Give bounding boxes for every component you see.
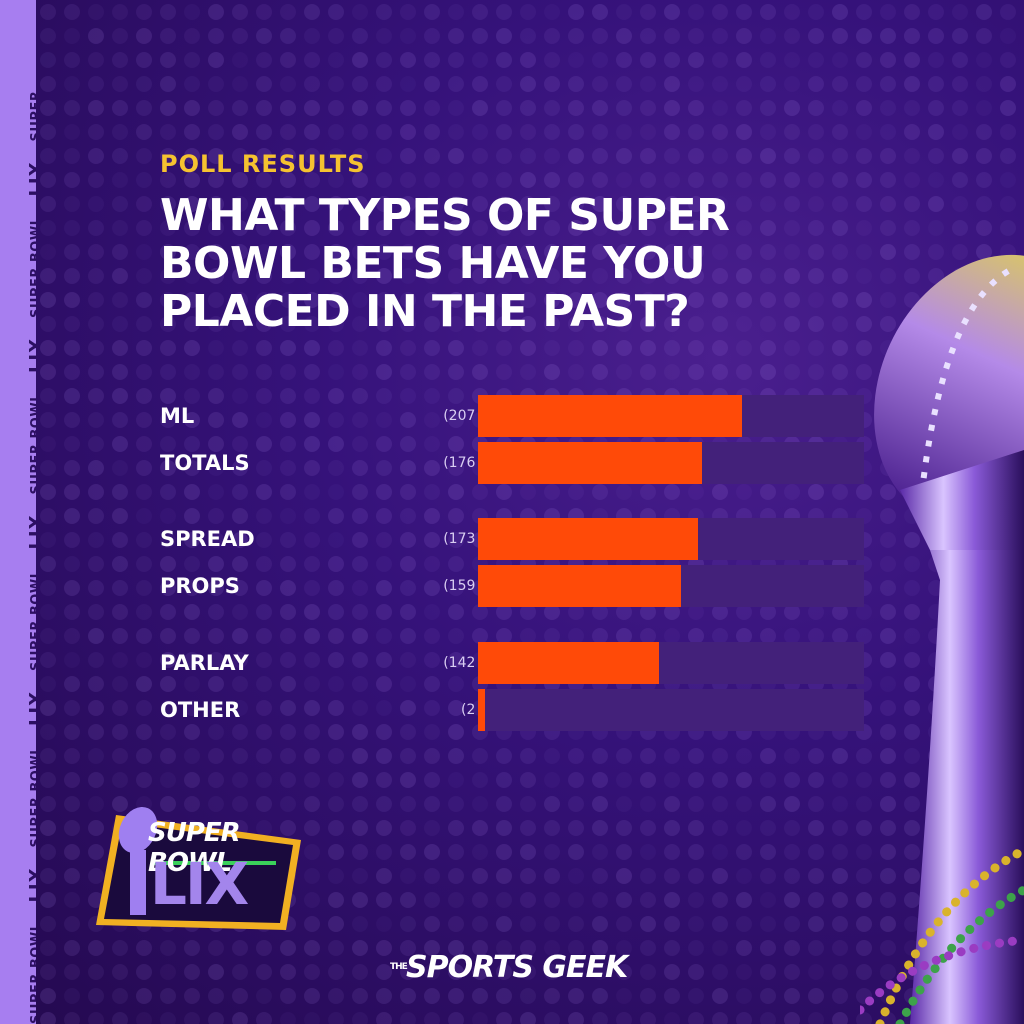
brand-name: SPORTS GEEK <box>406 950 628 985</box>
strip-lix: LIX <box>25 867 37 903</box>
strip-segment: SUPER <box>29 91 37 142</box>
bar <box>478 518 699 560</box>
strip-segment: SUPER BOWL LIX <box>26 338 37 495</box>
strip-segment: SUPER BOWL LIX <box>26 515 37 672</box>
strip-lix: LIX <box>25 161 37 197</box>
bar <box>478 442 703 484</box>
brand-the: THE <box>390 962 408 972</box>
strip-text: SUPER BOWL <box>28 746 37 848</box>
bar <box>478 395 742 437</box>
bar-track <box>478 395 864 437</box>
side-strip: SUPER BOWL LIX SUPER BOWL LIX SUPER BOWL LIX S… <box>0 0 36 1024</box>
side-strip-text: SUPER BOWL LIX SUPER BOWL LIX SUPER BOWL LIX S… <box>18 0 37 1024</box>
strip-text: SUPER BOWL <box>28 569 37 671</box>
football-icon <box>118 806 158 854</box>
trophy-icon <box>860 254 1024 1024</box>
super-bowl-logo-icon <box>96 806 301 930</box>
bar-category-label: PROPS <box>160 574 240 598</box>
strip-segment: SUPER BOWL LIX <box>26 162 37 319</box>
strip-segment: SUPER BOWL LIX <box>26 868 37 1024</box>
logo-line-2: LIX <box>150 850 249 918</box>
bar <box>478 642 660 684</box>
strip-text: SUPER BOWL <box>28 393 37 495</box>
strip-text: SUPER BOWL <box>28 922 37 1024</box>
strip-lix: LIX <box>25 691 37 727</box>
bar-category-label: OTHER <box>160 698 241 722</box>
bar-track <box>478 442 864 484</box>
bar-category-label: SPREAD <box>160 527 255 551</box>
bar <box>478 689 485 731</box>
bar-track <box>478 689 864 731</box>
strip-text: SUPER BOWL <box>28 216 37 318</box>
bar-row: OTHER(2 resp.)0.7% <box>160 689 864 731</box>
strip-lix: LIX <box>25 514 37 550</box>
bar-track <box>478 518 864 560</box>
page-title: WHAT TYPES OF SUPER BOWL BETS HAVE YOU P… <box>160 190 730 337</box>
bar-row: PROPS(159 resp.)53.7% <box>160 565 864 607</box>
bar-category-label: TOTALS <box>160 451 250 475</box>
strip-segment: SUPER BOWL LIX <box>26 691 37 848</box>
brand-wordmark: THE SPORTS GEEK <box>390 950 628 985</box>
bar-row: TOTALS(176 resp.)59.5% <box>160 442 864 484</box>
bar-category-label: ML <box>160 404 195 428</box>
bar-row: SPREAD(173 resp.)58.4% <box>160 518 864 560</box>
bar-track <box>478 565 864 607</box>
beads <box>860 845 1024 1024</box>
bar-row: PARLAY(142 resp.)48% <box>160 642 864 684</box>
strip-text: SUPER <box>28 90 37 142</box>
bar <box>478 565 681 607</box>
bar-category-label: PARLAY <box>160 651 249 675</box>
bar-row: ML(207 resp.)69.9% <box>160 395 864 437</box>
strip-lix: LIX <box>25 338 37 374</box>
bar-track <box>478 642 864 684</box>
logo-line-1: SUPER BOWL <box>148 818 241 878</box>
poll-results-label: POLL RESULTS <box>160 150 366 178</box>
